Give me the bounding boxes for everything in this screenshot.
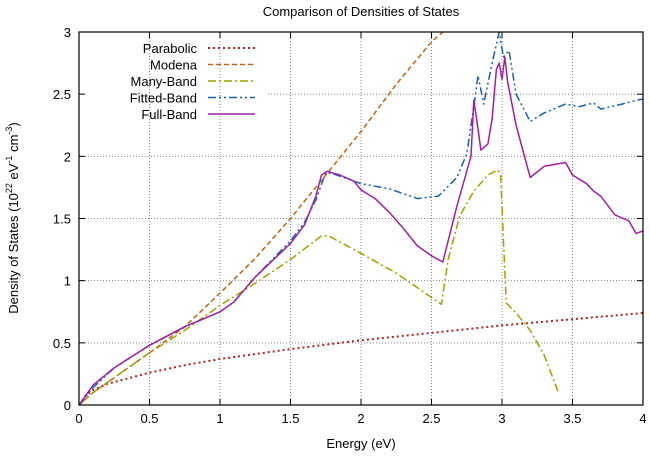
y-axis-label: Density of States (1022 eV-1 cm-3): [4, 122, 21, 314]
legend-label: Modena: [150, 58, 198, 73]
y-tick-label: 1.5: [53, 212, 71, 227]
y-label-exp3: -3: [4, 127, 14, 135]
y-tick-label: 1: [64, 274, 71, 289]
y-label-mid2: cm: [6, 135, 21, 156]
y-tick-label: 0: [64, 398, 71, 413]
series-line-full-band: [79, 56, 643, 405]
x-tick-label: 2: [357, 411, 364, 426]
y-label-prefix: Density of States (10: [6, 193, 21, 314]
y-tick-label: 2: [64, 149, 71, 164]
y-tick-label: 3: [64, 25, 71, 40]
x-tick-label: 1: [216, 411, 223, 426]
legend-label: Parabolic: [143, 41, 198, 56]
y-label-suffix: ): [6, 122, 21, 126]
x-tick-label: 2.5: [422, 411, 440, 426]
x-tick-label: 3: [498, 411, 505, 426]
series-line-many-band: [79, 169, 560, 405]
y-tick-label: 0.5: [53, 336, 71, 351]
x-tick-label: 1.5: [281, 411, 299, 426]
x-tick-label: 3.5: [563, 411, 581, 426]
x-axis-label: Energy (eV): [326, 436, 395, 451]
y-label-exp1: 22: [4, 183, 14, 193]
legend-label: Fitted-Band: [130, 91, 197, 106]
x-tick-label: 0: [75, 411, 82, 426]
y-tick-label: 2.5: [53, 87, 71, 102]
x-tick-label: 4: [639, 411, 646, 426]
y-label-mid: eV: [6, 163, 21, 183]
legend-label: Full-Band: [141, 107, 197, 122]
chart-title: Comparison of Densities of States: [263, 4, 460, 19]
y-label-exp2: -1: [4, 156, 14, 164]
curves: [79, 32, 643, 405]
x-tick-label: 0.5: [140, 411, 158, 426]
ticks: 0 0.5 1 1.5 2 2.5 3 3.5 4 0 0.5 1 1.5 2 2.5 3: [53, 25, 647, 426]
legend-label: Many-Band: [131, 74, 197, 89]
